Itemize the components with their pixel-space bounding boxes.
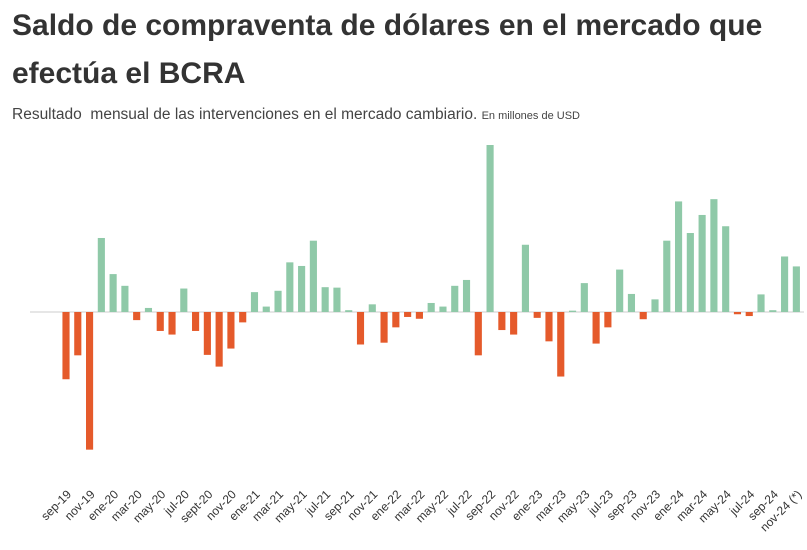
bar-ene-20: [109, 274, 117, 312]
bar-may-22: [439, 306, 447, 312]
bar-abr-21: [286, 262, 294, 312]
bar-may-21: [298, 265, 306, 312]
bar-feb-24: [686, 233, 694, 312]
bar-mar-20: [133, 312, 141, 321]
bar-feb-21: [262, 306, 270, 312]
subtitle-text: Resultado mensual de las intervenciones …: [12, 106, 478, 123]
bar-nov-19: [86, 312, 94, 450]
bar-ago-24: [757, 294, 765, 312]
bar-jun-20: [168, 312, 176, 335]
bar-dic-22: [521, 244, 529, 312]
bars-group: [62, 145, 800, 450]
x-tick-labels: sep-19nov-19ene-20mar-20may-20jul-20sept…: [38, 487, 804, 534]
bar-oct-24: [781, 256, 789, 312]
bar-abr-23: [568, 310, 577, 312]
bar-mar-21: [274, 290, 282, 312]
bar-ago-20: [192, 312, 200, 331]
bar-abr-22: [427, 302, 435, 312]
bar-jun-21: [309, 240, 317, 312]
bar-ago-21: [333, 287, 341, 312]
bar-jul-24: [745, 312, 753, 317]
bar-nov-22: [510, 312, 518, 335]
bar-feb-20: [121, 285, 129, 312]
bar-mar-24: [698, 214, 706, 312]
bar-nov-21: [368, 304, 376, 312]
bar-oct-22: [498, 312, 506, 331]
bar-ago-22: [474, 312, 482, 356]
bar-oct-20: [215, 312, 223, 367]
bar-abr-20: [144, 307, 153, 312]
bar-may-20: [156, 312, 164, 331]
bar-jul-23: [604, 312, 612, 328]
bar-ene-22: [392, 312, 400, 328]
bar-ene-24: [675, 201, 683, 312]
bar-jun-22: [451, 285, 459, 312]
bar-ene-21: [250, 292, 259, 312]
bar-abr-24: [710, 199, 718, 312]
bar-ago-23: [616, 269, 624, 312]
bar-sep-24: [769, 310, 777, 312]
unit-label: En millones de USD: [481, 110, 580, 122]
bar-mar-23: [557, 312, 565, 377]
bar-dic-21: [380, 312, 388, 343]
bar-sep-22: [486, 145, 494, 312]
bar-may-23: [580, 283, 588, 312]
bar-oct-19: [74, 312, 82, 356]
bar-dic-23: [663, 240, 671, 312]
bar-feb-22: [404, 312, 412, 317]
bar-jul-22: [462, 279, 471, 312]
bar-nov-23: [651, 299, 659, 312]
bar-jul-20: [180, 288, 188, 312]
bar-feb-23: [545, 312, 553, 342]
bar-oct-23: [639, 312, 647, 320]
bar-sep-19: [62, 312, 70, 380]
bar-ene-23: [533, 312, 541, 318]
bar-dic-19: [97, 237, 105, 312]
bar-sept-20: [203, 312, 211, 355]
bar-jun-23: [592, 312, 600, 344]
bar-sep-23: [627, 293, 636, 312]
bar-sep-21: [345, 310, 353, 312]
chart-subtitle: Resultado mensual de las intervenciones …: [12, 106, 580, 124]
chart-title: Saldo de compraventa de dólares en el me…: [12, 9, 763, 90]
bar-may-24: [722, 226, 730, 312]
bar-nov-24 (*): [792, 266, 800, 312]
bar-oct-21: [356, 312, 365, 345]
bar-mar-22: [415, 312, 423, 319]
bar-jun-24: [733, 312, 742, 315]
bar-dic-20: [239, 312, 247, 323]
bar-jul-21: [321, 287, 329, 312]
bar-nov-20: [227, 312, 235, 349]
